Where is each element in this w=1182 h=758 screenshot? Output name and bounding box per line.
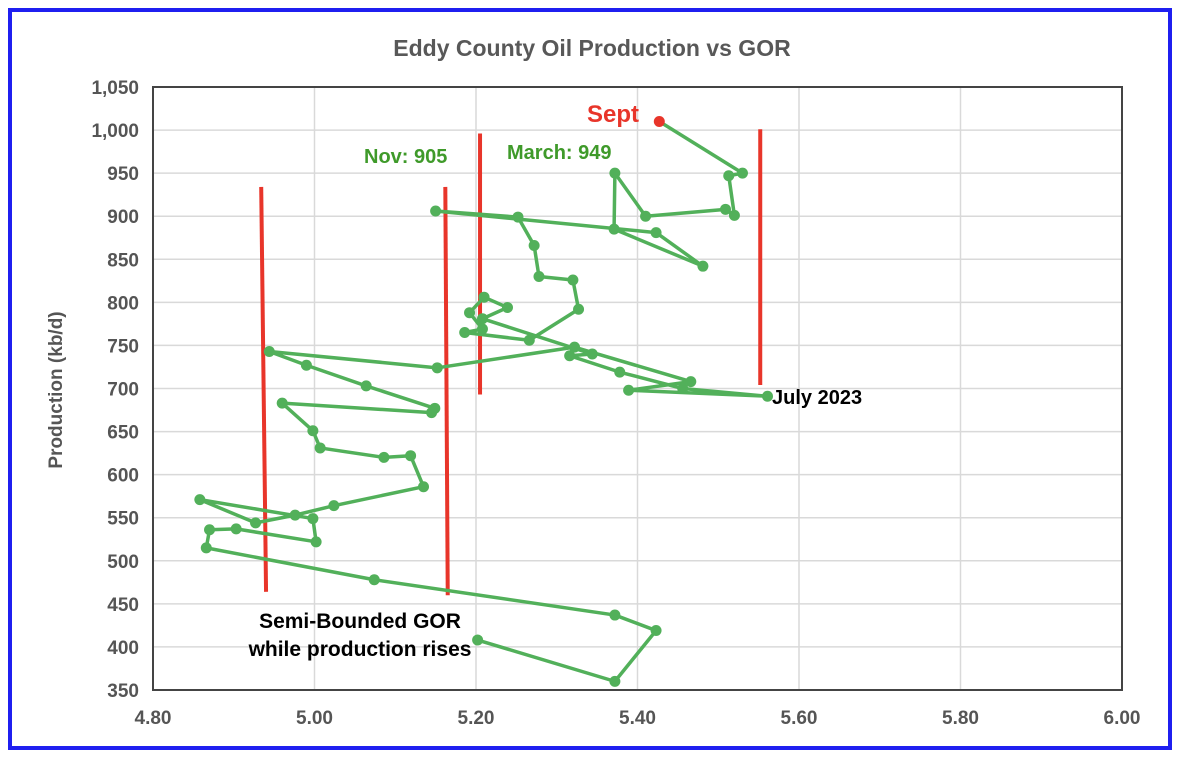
data-point	[378, 451, 390, 463]
x-tick-label: 5.20	[458, 708, 495, 729]
data-point	[736, 167, 748, 179]
y-tick-label: 750	[107, 336, 139, 357]
y-tick-label: 550	[107, 509, 139, 530]
data-point	[609, 167, 621, 179]
data-point	[276, 397, 288, 409]
y-tick-label: 1,050	[91, 78, 139, 99]
data-point	[608, 223, 620, 235]
y-tick-label: 1,000	[91, 121, 139, 142]
data-point	[528, 240, 540, 252]
data-point	[573, 303, 585, 315]
data-point	[478, 291, 490, 303]
data-point	[307, 513, 319, 525]
axes: 4.80 5.00 5.20 5.40 5.60 5.80 6.00 350 400 450 500…	[91, 78, 1140, 729]
data-point	[430, 205, 442, 217]
data-point	[230, 523, 242, 535]
data-point	[609, 609, 621, 621]
y-tick-label: 450	[107, 595, 139, 616]
series	[194, 115, 774, 687]
y-tick-label: 600	[107, 466, 139, 487]
data-point	[685, 376, 697, 388]
data-point	[720, 203, 732, 215]
data-point	[459, 327, 471, 339]
data-point	[200, 542, 212, 554]
data-point	[250, 517, 262, 529]
data-point	[728, 209, 740, 221]
data-point	[640, 210, 652, 222]
data-point	[523, 334, 535, 346]
x-tick-label: 5.00	[296, 708, 333, 729]
data-point	[569, 341, 581, 353]
chart-title: Eddy County Oil Production vs GOR	[393, 35, 791, 61]
y-tick-label: 800	[107, 293, 139, 314]
data-point	[567, 274, 579, 286]
data-point	[614, 366, 626, 378]
data-point	[533, 271, 545, 283]
annotation-semi-bounded-2: while production rises	[248, 638, 472, 661]
y-tick-label: 500	[107, 552, 139, 573]
data-point	[289, 509, 301, 521]
chart-frame	[8, 8, 1172, 750]
annotation-july-2023: July 2023	[772, 387, 862, 409]
data-point	[464, 307, 476, 319]
data-point	[418, 481, 430, 493]
y-tick-label: 700	[107, 380, 139, 401]
data-point	[501, 302, 513, 314]
annotation-march: March: 949	[507, 142, 612, 164]
production-line-to-sept	[658, 119, 744, 175]
data-point	[609, 675, 621, 687]
red-reference-line	[443, 186, 450, 596]
data-point	[431, 362, 443, 374]
data-point	[677, 383, 689, 394]
y-tick-label: 850	[107, 250, 139, 271]
data-point-sept	[653, 115, 665, 127]
data-point	[512, 211, 524, 223]
y-tick-label: 350	[107, 681, 139, 702]
data-point	[263, 345, 275, 357]
x-tick-label: 5.40	[619, 708, 656, 729]
data-point	[314, 442, 326, 454]
data-point	[368, 574, 380, 586]
x-tick-label: 5.80	[942, 708, 979, 729]
x-tick-label: 4.80	[135, 708, 172, 729]
data-point	[204, 524, 216, 536]
data-point	[586, 348, 598, 360]
data-point	[697, 260, 709, 272]
data-point	[328, 500, 340, 512]
data-point	[723, 170, 735, 182]
data-point	[300, 359, 312, 371]
reference-lines	[259, 129, 763, 596]
x-tick-label: 6.00	[1104, 708, 1141, 729]
annotation-nov: Nov: 905	[364, 146, 447, 168]
data-point	[650, 625, 662, 637]
y-tick-label: 650	[107, 423, 139, 444]
y-tick-label: 400	[107, 638, 139, 659]
y-tick-label: 900	[107, 207, 139, 228]
data-point	[762, 390, 774, 402]
data-point	[472, 634, 484, 646]
y-axis-label: Production (kb/d)	[46, 311, 67, 468]
data-point	[476, 313, 488, 325]
annotation-sept: Sept	[587, 101, 639, 128]
x-tick-label: 5.60	[781, 708, 818, 729]
data-point	[564, 350, 576, 362]
data-point	[310, 536, 322, 548]
production-line	[198, 171, 770, 684]
data-point	[429, 402, 441, 414]
data-point	[405, 450, 417, 462]
annotation-semi-bounded-1: Semi-Bounded GOR	[259, 610, 461, 633]
data-point	[650, 227, 662, 239]
data-point	[360, 380, 372, 392]
y-tick-label: 950	[107, 164, 139, 185]
plot-area-border	[152, 86, 1123, 691]
data-point	[623, 384, 635, 396]
red-reference-line	[259, 186, 269, 592]
data-point	[307, 425, 319, 437]
data-point	[194, 494, 206, 506]
data-point	[476, 323, 488, 335]
